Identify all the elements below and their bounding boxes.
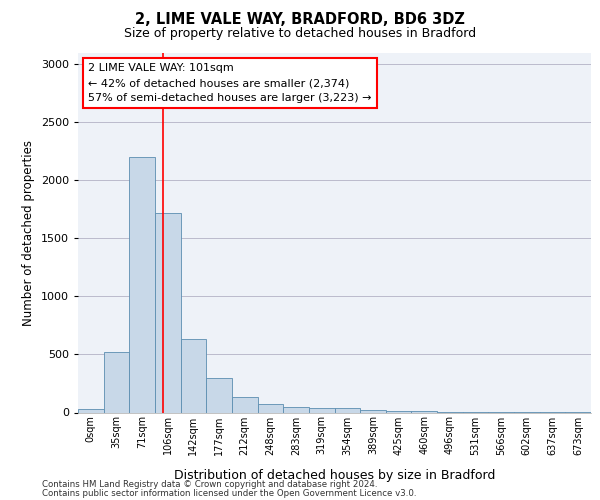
Bar: [360, 410, 386, 412]
Text: Contains HM Land Registry data © Crown copyright and database right 2024.: Contains HM Land Registry data © Crown c…: [42, 480, 377, 489]
Bar: [181, 339, 206, 412]
Bar: [335, 408, 360, 412]
Bar: [155, 213, 181, 412]
Bar: [257, 404, 283, 412]
Text: 2, LIME VALE WAY, BRADFORD, BD6 3DZ: 2, LIME VALE WAY, BRADFORD, BD6 3DZ: [135, 12, 465, 28]
Bar: [206, 378, 232, 412]
Bar: [386, 411, 412, 412]
Bar: [283, 406, 309, 412]
Bar: [232, 397, 257, 412]
Bar: [78, 409, 104, 412]
Text: Size of property relative to detached houses in Bradford: Size of property relative to detached ho…: [124, 28, 476, 40]
X-axis label: Distribution of detached houses by size in Bradford: Distribution of detached houses by size …: [174, 468, 495, 481]
Bar: [309, 408, 335, 412]
Bar: [104, 352, 130, 412]
Text: 2 LIME VALE WAY: 101sqm
← 42% of detached houses are smaller (2,374)
57% of semi: 2 LIME VALE WAY: 101sqm ← 42% of detache…: [88, 64, 372, 103]
Bar: [130, 157, 155, 412]
Y-axis label: Number of detached properties: Number of detached properties: [22, 140, 35, 326]
Text: Contains public sector information licensed under the Open Government Licence v3: Contains public sector information licen…: [42, 488, 416, 498]
